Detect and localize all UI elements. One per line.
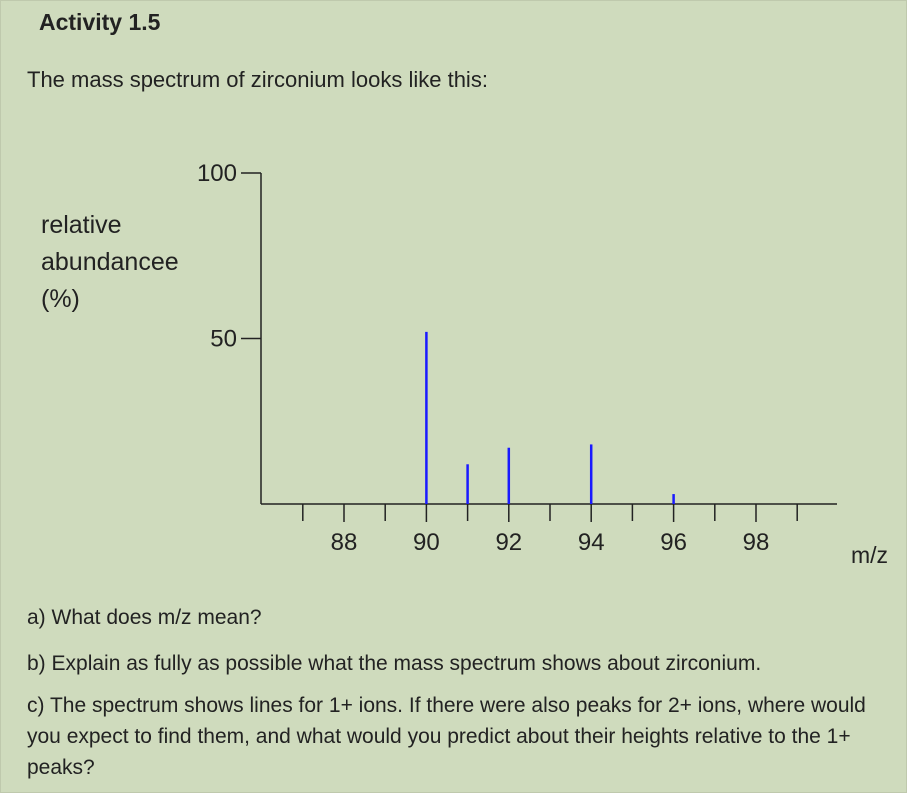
- x-axis: 88 90 92 94 96 98: [261, 503, 837, 556]
- question-a: a) What does m/z mean?: [27, 606, 262, 629]
- question-b: b) Explain as fully as possible what the…: [27, 652, 762, 675]
- x-tick-label: 88: [331, 529, 358, 556]
- mass-spectrum-chart: relative abundancee (%) 100 50 88 90 92 94 96 98…: [41, 160, 888, 568]
- spectrum-lines: [425, 331, 675, 504]
- intro-text: The mass spectrum of zirconium looks lik…: [27, 67, 488, 92]
- y-axis-label-line: (%): [41, 285, 80, 313]
- y-tick-label: 100: [197, 160, 237, 187]
- y-axis-label-line: abundancee: [41, 248, 179, 276]
- y-axis-label: relative abundancee (%): [41, 211, 179, 313]
- y-tick-label: 50: [210, 326, 237, 353]
- x-tick-label: 98: [743, 529, 770, 556]
- x-tick-label: 96: [660, 529, 687, 556]
- x-tick-label: 92: [495, 529, 522, 556]
- y-axis: 100 50: [197, 160, 262, 504]
- x-tick-label: 90: [413, 529, 440, 556]
- x-axis-label: m/z: [851, 542, 888, 568]
- y-axis-label-line: relative: [41, 211, 122, 239]
- activity-title: Activity 1.5: [39, 9, 161, 35]
- x-tick-label: 94: [578, 529, 605, 556]
- question-c: c) The spectrum shows lines for 1+ ions.…: [27, 694, 866, 779]
